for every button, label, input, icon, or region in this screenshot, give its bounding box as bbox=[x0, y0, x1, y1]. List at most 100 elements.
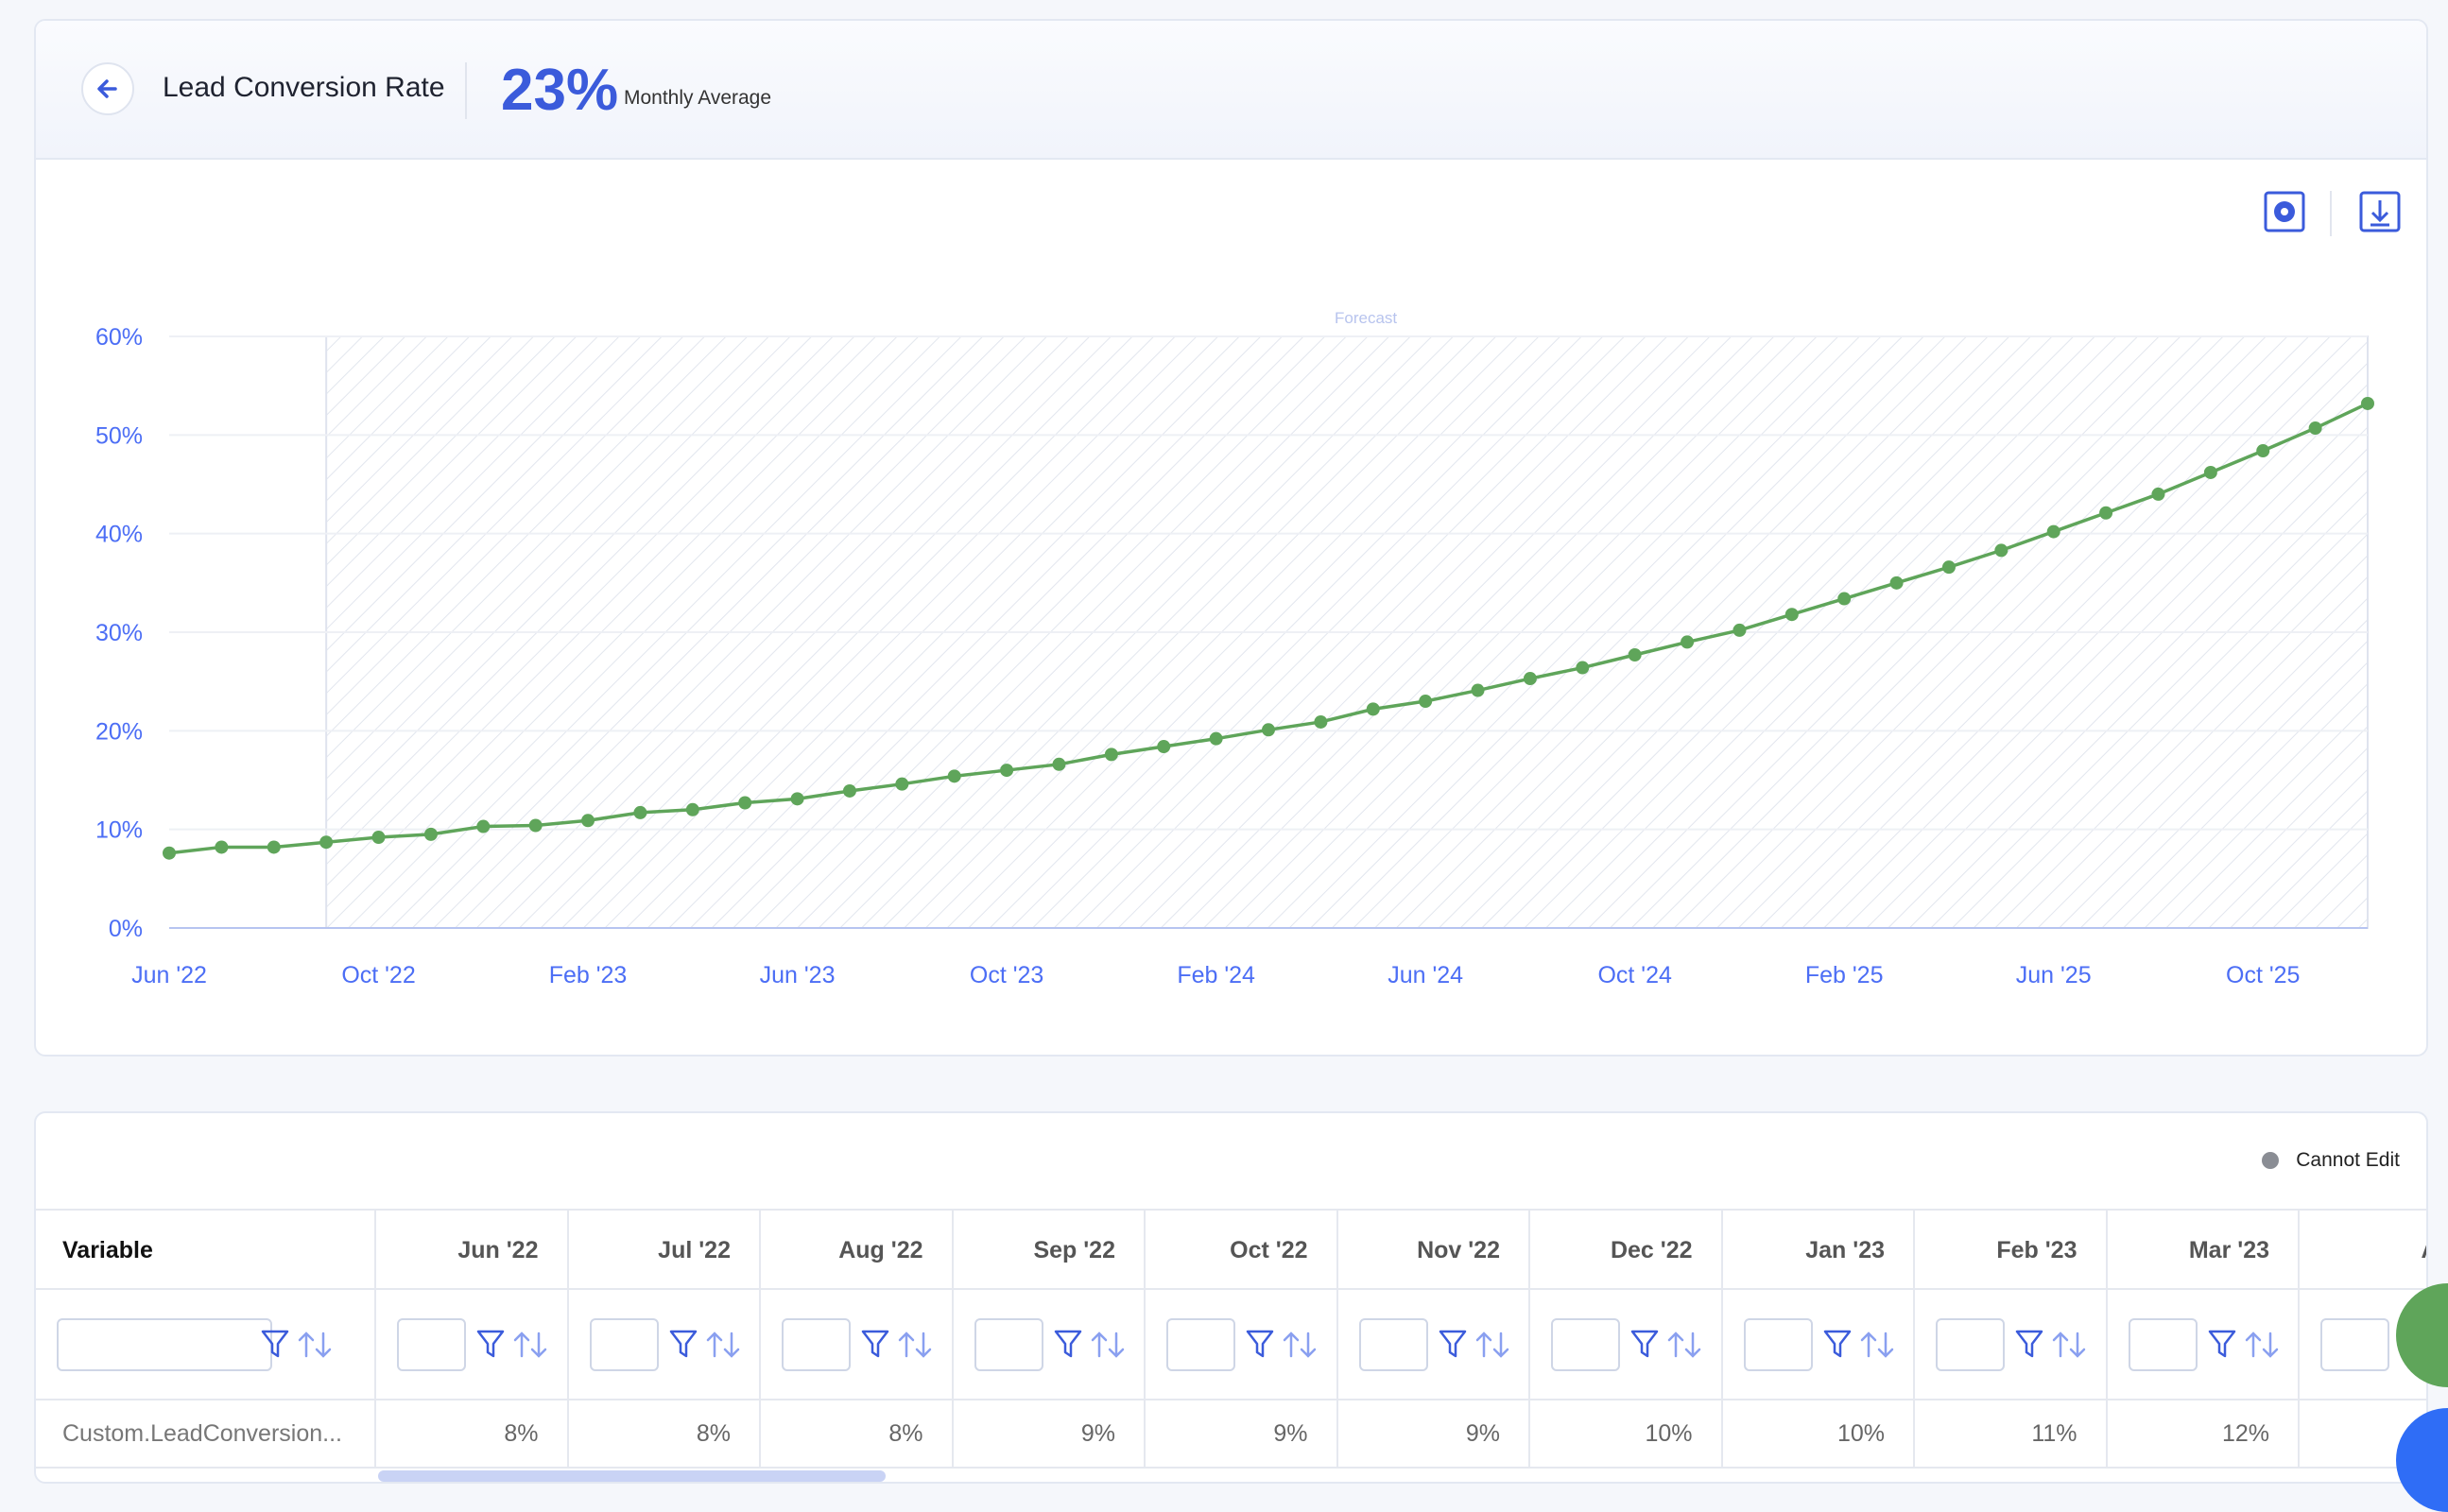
data-point bbox=[1000, 764, 1014, 778]
data-point bbox=[1209, 731, 1223, 746]
y-tick-label: 40% bbox=[95, 522, 143, 548]
filter-input[interactable] bbox=[1551, 1318, 1620, 1371]
data-point bbox=[685, 802, 699, 816]
filter-input[interactable] bbox=[1166, 1318, 1235, 1371]
metric-value: 23% bbox=[501, 58, 619, 123]
filter-sort-icons[interactable] bbox=[1819, 1326, 1905, 1364]
data-point bbox=[738, 796, 752, 810]
data-point bbox=[1681, 635, 1695, 649]
filter-cell bbox=[1722, 1290, 1915, 1400]
filter-input[interactable] bbox=[974, 1318, 1043, 1371]
filter-sort-icons[interactable] bbox=[1242, 1326, 1327, 1364]
data-point bbox=[1104, 747, 1118, 762]
data-point bbox=[1628, 647, 1642, 662]
value-cell: 8% bbox=[568, 1400, 761, 1469]
filter-sort-icons[interactable] bbox=[1050, 1326, 1135, 1364]
value-cell: 9% bbox=[953, 1400, 1146, 1469]
data-point bbox=[1157, 740, 1171, 754]
filter-input[interactable] bbox=[1743, 1318, 1813, 1371]
data-point bbox=[1052, 757, 1066, 771]
filter-sort-icons[interactable] bbox=[665, 1326, 750, 1364]
data-point bbox=[1419, 695, 1433, 709]
filter-input[interactable] bbox=[57, 1318, 272, 1371]
download-button[interactable] bbox=[2359, 191, 2401, 232]
metric-title: Lead Conversion Rate bbox=[163, 72, 445, 103]
data-point bbox=[215, 840, 229, 854]
x-tick-label: Feb '24 bbox=[1177, 962, 1255, 988]
filter-input[interactable] bbox=[782, 1318, 851, 1371]
data-point bbox=[163, 846, 176, 860]
data-point bbox=[528, 818, 543, 833]
y-tick-label: 50% bbox=[95, 422, 143, 449]
filter-sort-icons[interactable] bbox=[857, 1326, 942, 1364]
filter-input[interactable] bbox=[1358, 1318, 1428, 1371]
filter-input[interactable] bbox=[589, 1318, 659, 1371]
value-cell: 11% bbox=[1915, 1400, 2108, 1469]
data-point bbox=[1784, 608, 1799, 622]
x-tick-label: Oct '25 bbox=[2226, 962, 2300, 988]
value-cell: 10% bbox=[1722, 1400, 1915, 1469]
filter-input[interactable] bbox=[2128, 1318, 2198, 1371]
legend-label: Cannot Edit bbox=[2296, 1149, 2400, 1171]
value-cell: 12% bbox=[2107, 1400, 2300, 1469]
chart-card: Lead Conversion Rate 23% Monthly Average… bbox=[34, 19, 2428, 1057]
data-point bbox=[1471, 683, 1485, 697]
x-tick-label: Jun '23 bbox=[760, 962, 836, 988]
filter-input[interactable] bbox=[397, 1318, 466, 1371]
filter-input[interactable] bbox=[2320, 1318, 2389, 1371]
column-header: Jan '23 bbox=[1722, 1209, 1915, 1290]
filter-sort-icons[interactable] bbox=[2204, 1326, 2289, 1364]
scrollbar[interactable] bbox=[378, 1470, 886, 1482]
filter-sort-icons[interactable] bbox=[2011, 1326, 2096, 1364]
table-card: Cannot Edit Variable Jun '22 Jul '22 Aug '2… bbox=[34, 1111, 2428, 1484]
filter-sort-icons[interactable] bbox=[473, 1326, 558, 1364]
column-header: Dec '22 bbox=[1530, 1209, 1723, 1290]
data-point bbox=[476, 819, 491, 833]
divider bbox=[465, 62, 467, 119]
column-header: Feb '23 bbox=[1915, 1209, 2108, 1290]
filter-cell bbox=[1915, 1290, 2108, 1400]
y-tick-label: 30% bbox=[95, 620, 143, 646]
x-tick-label: Feb '25 bbox=[1805, 962, 1884, 988]
data-point bbox=[2151, 487, 2165, 501]
filter-sort-icons[interactable] bbox=[1627, 1326, 1712, 1364]
filter-cell bbox=[376, 1290, 569, 1400]
data-point bbox=[1523, 672, 1537, 686]
filter-input[interactable] bbox=[1936, 1318, 2005, 1371]
data-point bbox=[1994, 543, 2008, 558]
filter-cell bbox=[2107, 1290, 2300, 1400]
filter-sort-icons[interactable] bbox=[1435, 1326, 1520, 1364]
back-button[interactable] bbox=[81, 62, 134, 115]
data-point bbox=[371, 831, 386, 845]
x-tick-label: Jun '25 bbox=[2016, 962, 2092, 988]
data-point bbox=[790, 792, 804, 806]
x-tick-label: Jun '24 bbox=[1388, 962, 1463, 988]
y-tick-label: 0% bbox=[109, 916, 143, 942]
data-point bbox=[319, 835, 334, 850]
metric-subtitle: Monthly Average bbox=[624, 87, 772, 109]
settings-button[interactable] bbox=[2264, 191, 2305, 232]
header-band bbox=[36, 21, 2426, 160]
data-point bbox=[2203, 465, 2217, 479]
data-point bbox=[267, 840, 281, 854]
filter-sort-icons[interactable] bbox=[257, 1326, 342, 1364]
data-point bbox=[2256, 444, 2270, 458]
value-cell: 9% bbox=[1146, 1400, 1338, 1469]
data-point bbox=[2046, 524, 2060, 539]
filter-cell bbox=[761, 1290, 954, 1400]
value-cell: 9% bbox=[1337, 1400, 1530, 1469]
filter-cell bbox=[568, 1290, 761, 1400]
y-tick-label: 20% bbox=[95, 718, 143, 745]
data-point bbox=[2099, 506, 2113, 520]
column-header: Jun '22 bbox=[376, 1209, 569, 1290]
filter-cell bbox=[1337, 1290, 1530, 1400]
chart: Forecast 0% 10% 20% 30% 40% 50% 60% Jun '22 Oct '… bbox=[95, 191, 2401, 988]
data-point bbox=[1837, 592, 1852, 606]
legend: Cannot Edit bbox=[2262, 1149, 2400, 1172]
value-cell: 10% bbox=[1530, 1400, 1723, 1469]
column-header: Oct '22 bbox=[1146, 1209, 1338, 1290]
column-header: Nov '22 bbox=[1337, 1209, 1530, 1290]
column-header: Variable bbox=[36, 1209, 376, 1290]
data-point bbox=[2361, 396, 2374, 410]
